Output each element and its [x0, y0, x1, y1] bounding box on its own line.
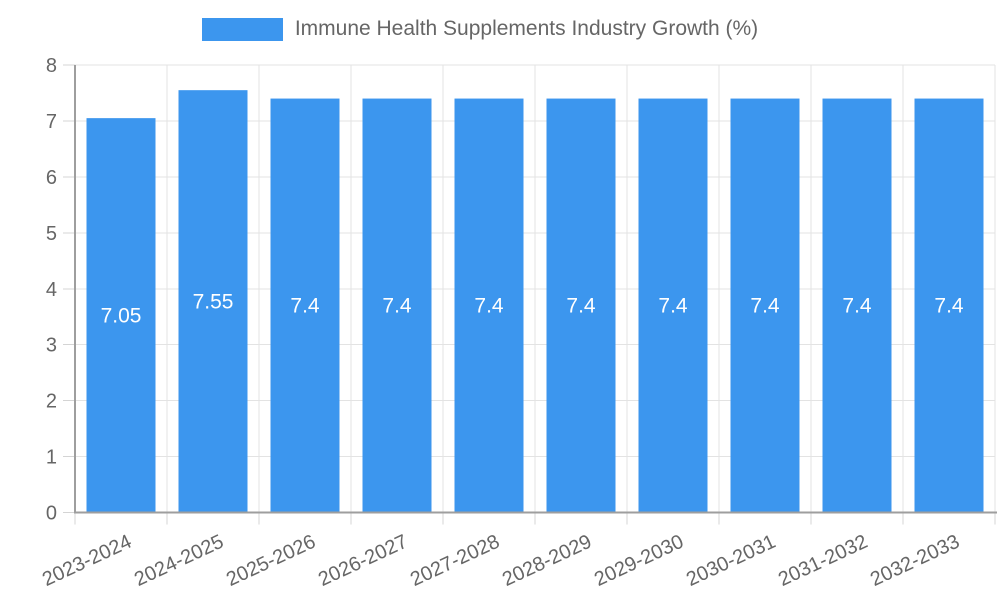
- bar-value-label: 7.4: [750, 295, 780, 318]
- bar-value-label: 7.4: [474, 295, 504, 318]
- bar-value-label: 7.4: [934, 295, 964, 318]
- bar[interactable]: [914, 98, 984, 513]
- x-tick-label: 2027-2028: [407, 531, 503, 591]
- bar[interactable]: [178, 90, 248, 513]
- y-tick-label: 3: [46, 335, 57, 357]
- legend-label: Immune Health Supplements Industry Growt…: [294, 17, 759, 40]
- y-tick-label: 6: [46, 167, 57, 189]
- chart-legend[interactable]: Immune Health Supplements Industry Growt…: [0, 17, 980, 41]
- bar[interactable]: [454, 98, 524, 513]
- bar-value-label: 7.05: [101, 304, 142, 327]
- x-tick-label: 2024-2025: [131, 531, 227, 591]
- x-tick-label: 2023-2024: [39, 531, 135, 591]
- y-tick-label: 7: [46, 111, 57, 133]
- y-tick-label: 8: [46, 55, 57, 77]
- x-tick-label: 2025-2026: [223, 531, 319, 591]
- bar-value-label: 7.55: [193, 290, 234, 313]
- bar-value-label: 7.4: [382, 295, 412, 318]
- bar-value-label: 7.4: [842, 295, 872, 318]
- x-tick-label: 2030-2031: [683, 531, 779, 591]
- legend-swatch: [201, 17, 283, 41]
- x-tick-label: 2031-2032: [775, 531, 871, 591]
- y-tick-label: 4: [46, 279, 57, 301]
- y-tick-label: 2: [46, 391, 57, 413]
- bar-value-label: 7.4: [566, 295, 596, 318]
- bar[interactable]: [270, 98, 340, 513]
- bar[interactable]: [546, 98, 616, 513]
- bar[interactable]: [362, 98, 432, 513]
- bar[interactable]: [638, 98, 708, 513]
- bar[interactable]: [822, 98, 892, 513]
- bar-value-label: 7.4: [658, 295, 688, 318]
- x-tick-label: 2032-2033: [867, 531, 963, 591]
- x-tick-label: 2026-2027: [315, 531, 411, 591]
- bar[interactable]: [730, 98, 800, 513]
- bar[interactable]: [86, 118, 156, 513]
- x-tick-label: 2029-2030: [591, 531, 687, 591]
- y-tick-label: 0: [46, 503, 57, 525]
- x-tick-label: 2028-2029: [499, 531, 595, 591]
- y-tick-label: 5: [46, 223, 57, 245]
- y-tick-label: 1: [46, 447, 57, 469]
- bar-value-label: 7.4: [290, 295, 320, 318]
